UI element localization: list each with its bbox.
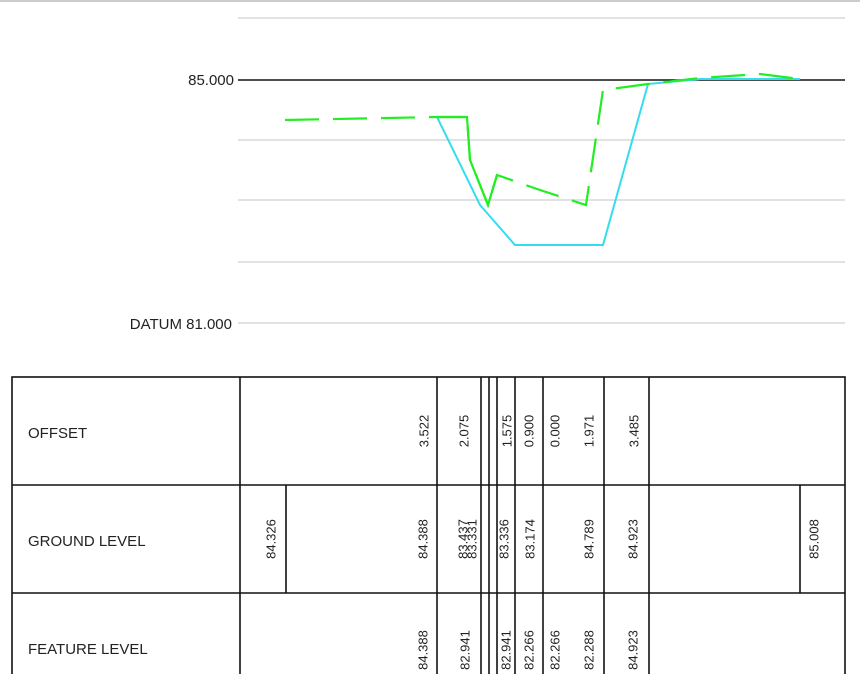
cell-value: 83.174 [522,519,537,559]
cell-value: 84.388 [415,630,430,670]
level-label: 85.000 [188,72,234,89]
row-label: GROUND LEVEL [28,533,146,550]
cell-value: 82.288 [581,630,596,670]
cell-value: 84.326 [263,519,278,559]
ground-profile [437,115,499,209]
cell-value: 0.900 [521,415,536,448]
ground-profile [284,72,801,209]
cell-value: 83.437 [455,519,470,559]
cell-value: 84.789 [581,519,596,559]
cell-value: 85.008 [806,519,821,559]
cell-value: 83.331 [464,519,479,559]
datum-label: DATUM 81.000 [130,316,232,333]
cell-value: 84.923 [625,630,640,670]
cell-value: 84.388 [415,519,430,559]
cell-value: 82.941 [498,630,513,670]
cell-value: 1.971 [581,415,596,448]
cell-value: 82.266 [521,630,536,670]
table: OFFSET 3.522 2.075 1.575 0.900 0.000 1.971 3.48… [11,376,846,674]
cell-value: 82.941 [457,630,472,670]
table-border [11,376,846,674]
cell-value: 82.266 [547,630,562,670]
feature-profile [436,78,800,246]
cell-value: 1.575 [499,415,514,448]
cell-value: 84.923 [625,519,640,559]
row-label: FEATURE LEVEL [28,641,148,658]
cell-value: 83.336 [496,519,511,559]
cell-value: 3.522 [416,415,431,448]
row-label: OFFSET [28,425,87,442]
cell-value: 2.075 [456,415,471,448]
cell-value: 0.000 [547,415,562,448]
cell-value: 3.485 [626,415,641,448]
